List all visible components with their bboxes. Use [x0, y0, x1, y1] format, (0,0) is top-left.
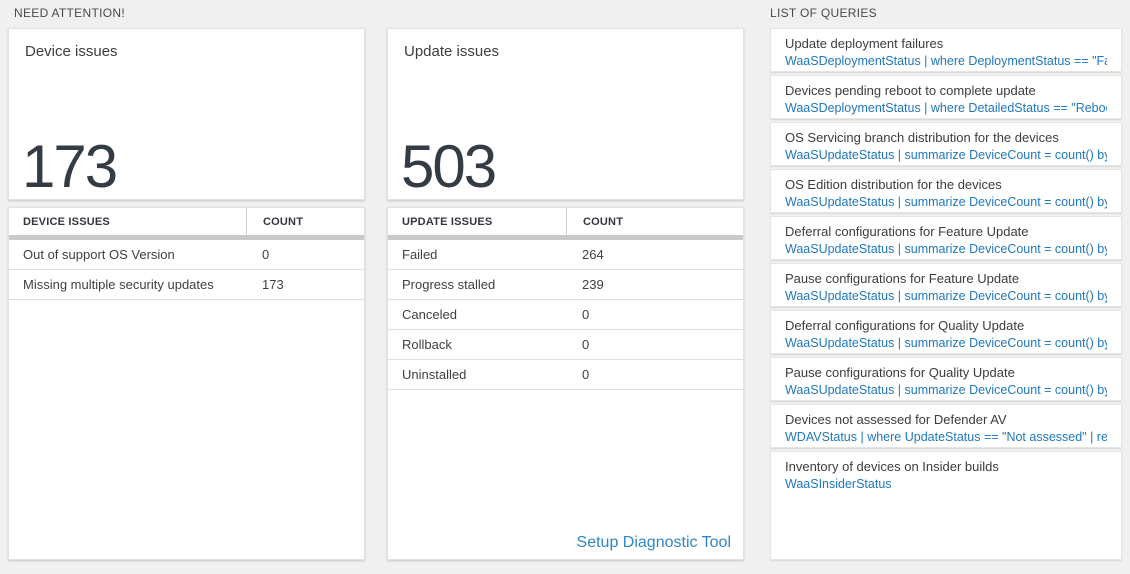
update-issues-title: Update issues [404, 43, 500, 60]
device-issues-count: 173 [22, 133, 118, 200]
issue-count: 0 [582, 337, 590, 352]
query-list-item[interactable]: Deferral configurations for Quality Upda… [770, 310, 1122, 354]
query-title: Deferral configurations for Feature Upda… [785, 224, 1029, 239]
query-title: Pause configurations for Quality Update [785, 365, 1015, 380]
query-text: WaaSInsiderStatus [785, 477, 892, 491]
issue-label: Out of support OS Version [23, 247, 175, 262]
device-issues-table: DEVICE ISSUES COUNT Out of support OS Ve… [8, 207, 365, 560]
issue-count: 0 [262, 247, 270, 262]
update-issues-column-header: UPDATE ISSUES [402, 215, 493, 228]
query-text: WaaSUpdateStatus | summarize DeviceCount… [785, 195, 1107, 209]
table-row[interactable]: Rollback 0 [388, 330, 743, 360]
query-title: OS Edition distribution for the devices [785, 177, 1002, 192]
query-list-item[interactable]: Pause configurations for Feature Update … [770, 263, 1122, 307]
query-title: Deferral configurations for Quality Upda… [785, 318, 1025, 333]
issue-label: Progress stalled [402, 277, 496, 292]
issue-count: 264 [582, 247, 604, 262]
query-list-item[interactable]: Deferral configurations for Feature Upda… [770, 216, 1122, 260]
issue-label: Canceled [402, 307, 457, 322]
query-text: WaaSUpdateStatus | summarize DeviceCount… [785, 148, 1107, 162]
device-issues-tile[interactable]: Device issues 173 [8, 28, 365, 200]
list-of-queries-heading: LIST OF QUERIES [770, 6, 877, 20]
issue-count: 173 [262, 277, 284, 292]
header-divider-bar [9, 235, 364, 240]
query-list-item[interactable]: OS Servicing branch distribution for the… [770, 122, 1122, 166]
issue-count: 0 [582, 367, 590, 382]
issue-label: Rollback [402, 337, 452, 352]
update-issues-table: UPDATE ISSUES COUNT Failed 264 Progress … [387, 207, 744, 560]
table-row[interactable]: Missing multiple security updates 173 [9, 270, 364, 300]
query-title: Devices pending reboot to complete updat… [785, 83, 1036, 98]
table-row[interactable]: Progress stalled 239 [388, 270, 743, 300]
query-text: WaaSUpdateStatus | summarize DeviceCount… [785, 242, 1107, 256]
query-list-item[interactable]: Devices not assessed for Defender AV WDA… [770, 404, 1122, 448]
count-column-header: COUNT [246, 208, 364, 235]
query-title: OS Servicing branch distribution for the… [785, 130, 1059, 145]
query-text: WDAVStatus | where UpdateStatus == "Not … [785, 430, 1107, 444]
device-issues-column-header: DEVICE ISSUES [23, 215, 110, 228]
count-column-header: COUNT [566, 208, 743, 235]
issue-label: Uninstalled [402, 367, 467, 382]
query-list-item[interactable]: Update deployment failures WaaSDeploymen… [770, 28, 1122, 72]
setup-diagnostic-tool-link[interactable]: Setup Diagnostic Tool [576, 534, 731, 551]
query-title: Update deployment failures [785, 36, 944, 51]
query-list-item[interactable]: Devices pending reboot to complete updat… [770, 75, 1122, 119]
query-text: WaaSUpdateStatus | summarize DeviceCount… [785, 289, 1107, 303]
query-title: Devices not assessed for Defender AV [785, 412, 1007, 427]
query-list-item[interactable]: OS Edition distribution for the devices … [770, 169, 1122, 213]
update-issues-tile[interactable]: Update issues 503 [387, 28, 744, 200]
query-text: WaaSDeploymentStatus | where DeploymentS… [785, 54, 1107, 68]
query-text: WaaSDeploymentStatus | where DetailedSta… [785, 101, 1107, 115]
query-list-item[interactable]: Pause configurations for Quality Update … [770, 357, 1122, 401]
query-list-item[interactable]: Inventory of devices on Insider builds W… [770, 451, 1122, 560]
issue-label: Missing multiple security updates [23, 277, 214, 292]
update-issues-count: 503 [401, 133, 497, 200]
query-text: WaaSUpdateStatus | summarize DeviceCount… [785, 336, 1107, 350]
update-issues-rows: Failed 264 Progress stalled 239 Canceled… [388, 240, 743, 390]
table-row[interactable]: Canceled 0 [388, 300, 743, 330]
table-row[interactable]: Uninstalled 0 [388, 360, 743, 390]
query-title: Inventory of devices on Insider builds [785, 459, 999, 474]
table-row[interactable]: Failed 264 [388, 240, 743, 270]
query-list: Update deployment failures WaaSDeploymen… [770, 28, 1122, 560]
query-text: WaaSUpdateStatus | summarize DeviceCount… [785, 383, 1107, 397]
header-divider-bar [388, 235, 743, 240]
device-issues-table-header: DEVICE ISSUES COUNT [9, 208, 364, 235]
issue-count: 0 [582, 307, 590, 322]
table-row[interactable]: Out of support OS Version 0 [9, 240, 364, 270]
need-attention-heading: NEED ATTENTION! [14, 6, 125, 20]
device-issues-rows: Out of support OS Version 0 Missing mult… [9, 240, 364, 300]
update-issues-table-header: UPDATE ISSUES COUNT [388, 208, 743, 235]
device-issues-title: Device issues [25, 43, 118, 60]
query-title: Pause configurations for Feature Update [785, 271, 1020, 286]
issue-label: Failed [402, 247, 438, 262]
issue-count: 239 [582, 277, 604, 292]
